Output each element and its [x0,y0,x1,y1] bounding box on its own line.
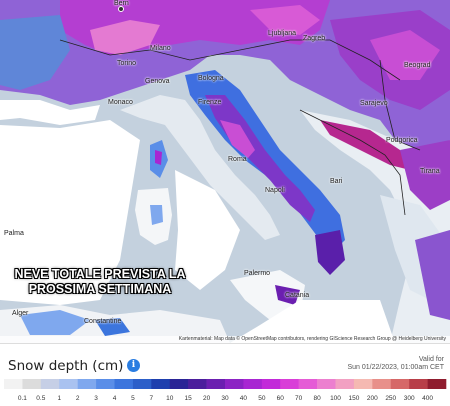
headline-line-1: NEVE TOTALE PREVISTA LA [14,267,186,281]
color-scale-tick-label: 50 [258,395,266,402]
valid-for-label: Valid for [418,356,444,363]
info-icon[interactable]: i [127,359,140,372]
color-scale-tick-label: 20 [202,395,211,402]
city-label-milano: Milano [150,45,171,52]
color-scale-swatch [40,379,60,389]
color-scale-tick-label: 3 [94,395,98,402]
color-scale-tick-label: 400 [422,395,434,402]
color-scale-swatch [225,379,244,389]
color-scale-swatch [151,379,171,389]
color-scale-tick-label: 150 [348,395,360,402]
color-scale-swatch [4,379,23,389]
color-scale-swatch [188,379,207,389]
color-scale-tick-label: 1 [57,395,62,402]
city-label-alger: Alger [12,310,29,317]
color-scale-swatch [390,379,410,389]
color-scale-tick-label: 60 [276,395,284,402]
map-layer [0,0,450,343]
city-label-palermo: Palermo [244,270,271,277]
color-scale-swatch [114,379,134,389]
headline-line-2: PROSSIMA SETTIMANA [28,282,172,296]
color-scale-svg [4,379,447,389]
color-scale-swatch [335,379,355,389]
city-label-bari: Bari [330,178,343,185]
city-label-monaco: Monaco [108,99,133,106]
color-scale-tick-label: 2 [75,395,80,402]
headline-text: NEVE TOTALE PREVISTA LA PROSSIMA SETTIMA… [10,267,190,297]
color-scale-swatch [206,379,226,389]
city-label-zagreb: Zagreb [303,35,326,42]
color-scale-tick-label: 4 [112,395,117,402]
color-scale-swatch [280,379,299,389]
color-scale-tick-label: 5 [131,395,135,402]
color-scale-tick-label: 80 [313,395,321,402]
map-attribution: Kartenmaterial: Map data © OpenStreetMap… [0,336,450,343]
color-scale-swatch [243,379,263,389]
color-scale-tick-label: 0.5 [36,395,46,402]
color-scale-tick-label: 7 [149,395,154,402]
city-label-torino: Torino [117,60,137,67]
color-scale-swatch [261,379,281,389]
color-scale-tick-label: 250 [385,395,397,402]
city-label-catania: Catania [285,292,310,299]
city-label-genova: Genova [145,78,170,85]
color-scale-swatch [169,379,189,389]
color-scale-swatch [409,379,428,389]
city-label-beograd: Beograd [404,62,431,69]
color-scale-tick-label: 30 [221,395,229,402]
city-label-ljubljana: Ljubljana [268,30,297,37]
city-label-napoli: Napoli [265,187,285,194]
city-label-bern: Bern [114,0,129,7]
legend-panel: Snow depth (cm) i Valid for Sun 01/22/20… [0,343,450,406]
city-label-firenze: Firenze [198,99,222,106]
color-scale-swatch [59,379,78,389]
color-scale-bar [0,377,450,389]
city-label-tirana: Tirana [420,168,440,175]
city-label-roma: Roma [228,156,247,163]
color-scale-tick-label: 300 [403,395,415,402]
city-marker [118,6,124,12]
color-scale-tick-label: 40 [239,395,248,402]
legend-title: Snow depth (cm) [8,358,124,374]
color-scale-swatch [372,379,392,389]
color-scale-swatch [427,379,447,389]
color-scale-swatch [132,379,152,389]
color-scale-tick-label: 15 [184,395,192,402]
color-scale-swatch [77,379,97,389]
color-scale-tick-label: 100 [330,395,341,402]
color-scale-tick-label: 70 [295,395,303,402]
city-label-podgorica: Podgorica [386,137,418,144]
city-label-bologna: Bologna [198,75,224,82]
valid-time-label: Sun 01/22/2023, 01:00am CET [347,364,444,371]
map-canvas[interactable]: Bern Ljubljana Zagreb Milano Torino Geno… [0,0,450,343]
color-scale-tick-label: 0.1 [17,395,27,402]
color-scale-swatch [353,379,373,389]
color-scale-swatch [317,379,336,389]
color-scale-tick-label: 200 [366,395,378,402]
city-label-palma: Palma [4,230,24,237]
city-label-sarajevo: Sarajevo [360,100,388,107]
color-scale-swatch [22,379,42,389]
color-scale-swatch [96,379,115,389]
city-label-constantine: Constantine [84,318,122,325]
color-scale-swatch [298,379,318,389]
color-scale-tick-label: 10 [166,395,174,402]
